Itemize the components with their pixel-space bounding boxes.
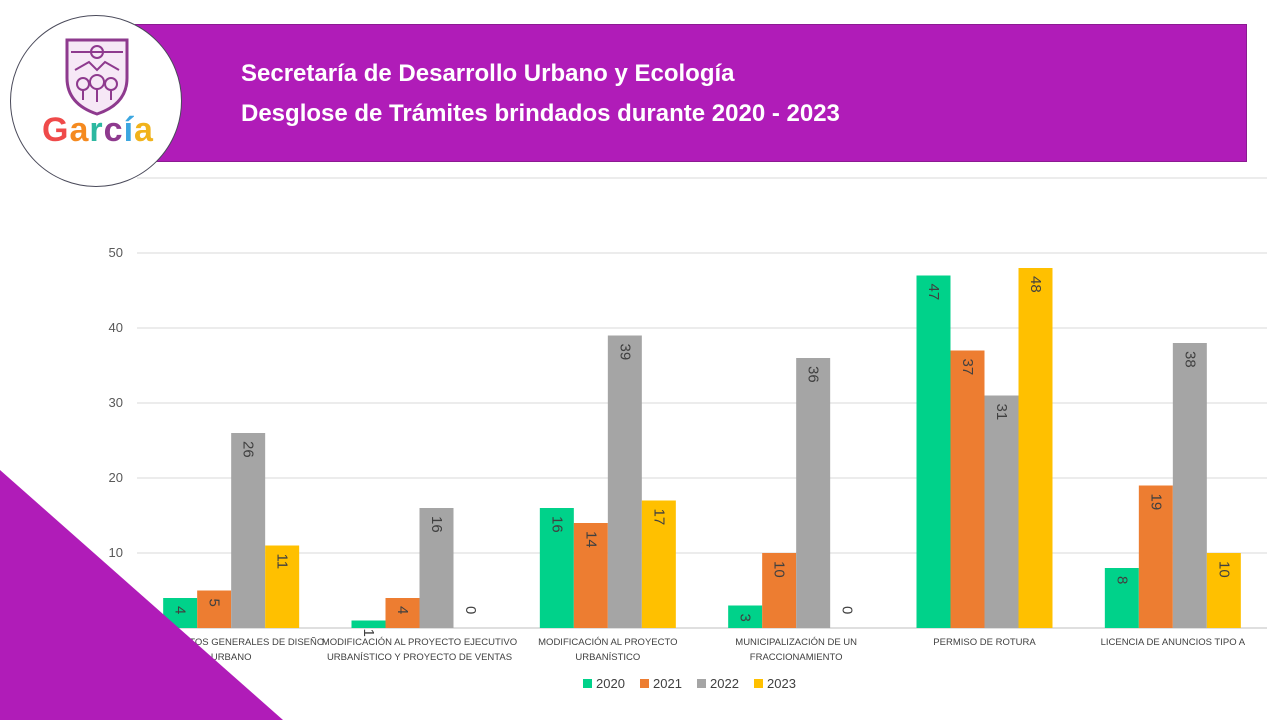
data-label: 0 <box>462 606 479 614</box>
y-tick-label: 10 <box>109 545 123 560</box>
data-label: 4 <box>394 606 411 614</box>
y-tick-label: 20 <box>109 470 123 485</box>
data-label: 3 <box>737 614 754 622</box>
shield-icon <box>65 38 129 116</box>
page-subtitle: Desglose de Trámites brindados durante 2… <box>241 100 840 127</box>
legend-swatch <box>583 679 592 688</box>
bar <box>1104 568 1139 628</box>
data-label: 0 <box>839 606 856 614</box>
title-banner: Secretaría de Desarrollo Urbano y Ecolog… <box>135 24 1247 162</box>
legend-label: 2022 <box>710 676 739 691</box>
page-title: Secretaría de Desarrollo Urbano y Ecolog… <box>241 60 735 87</box>
bar <box>1206 553 1241 628</box>
bar <box>419 508 454 628</box>
data-label: 17 <box>650 509 667 526</box>
data-label: 8 <box>1113 576 1130 584</box>
x-tick-label: LICENCIA DE ANUNCIOS TIPO A <box>1101 637 1246 648</box>
bar <box>1172 343 1207 628</box>
legend-label: 2021 <box>653 676 682 691</box>
y-tick-label: 30 <box>109 395 123 410</box>
bar <box>762 553 797 628</box>
logo: García <box>10 15 182 187</box>
data-label: 10 <box>1215 561 1232 578</box>
bar <box>1138 485 1173 628</box>
bar <box>607 335 642 628</box>
corner-decoration <box>0 470 283 720</box>
data-label: 14 <box>582 531 599 548</box>
bar <box>385 598 420 628</box>
logo-text: García <box>42 111 154 149</box>
bar <box>984 395 1019 628</box>
data-label: 11 <box>274 554 291 570</box>
bar <box>573 523 608 628</box>
data-label: 1 <box>360 629 377 637</box>
bar <box>351 620 386 628</box>
x-tick-label: MODIFICACIÓN AL PROYECTO EJECUTIVO <box>322 637 517 648</box>
x-tick-label: LINEAMIENTOS GENERALES DE DISEÑO <box>138 637 324 648</box>
data-label: 26 <box>240 441 257 458</box>
x-tick-label: PERMISO DE ROTURA <box>933 637 1036 648</box>
x-tick-label: URBANÍSTICO Y PROYECTO DE VENTAS <box>327 652 512 663</box>
data-label: 4 <box>172 606 189 614</box>
bar <box>231 433 266 628</box>
data-label: 39 <box>616 344 633 361</box>
data-label: 48 <box>1027 276 1044 293</box>
data-label: 16 <box>428 516 445 533</box>
data-label: 36 <box>805 366 822 383</box>
x-tick-label: MUNICIPALIZACIÓN DE UN <box>735 637 857 648</box>
x-tick-label: MODIFICACIÓN AL PROYECTO <box>538 637 677 648</box>
data-label: 31 <box>993 404 1010 421</box>
data-label: 47 <box>925 284 942 301</box>
y-tick-label: 40 <box>109 320 123 335</box>
bar <box>796 358 831 628</box>
data-label: 5 <box>206 599 223 607</box>
bar <box>950 350 985 628</box>
legend-swatch <box>697 679 706 688</box>
data-label: 16 <box>548 516 565 533</box>
data-label: 10 <box>771 561 788 578</box>
legend-label: 2020 <box>596 676 625 691</box>
bar <box>265 545 300 628</box>
bar <box>197 590 232 628</box>
legend-swatch <box>640 679 649 688</box>
x-tick-label: URBANÍSTICO <box>575 652 640 663</box>
legend-label: 2023 <box>767 676 796 691</box>
bar <box>1018 268 1053 628</box>
data-label: 19 <box>1147 494 1164 511</box>
bar <box>539 508 574 628</box>
x-tick-label: URBANO <box>211 652 252 663</box>
bar <box>728 605 763 628</box>
data-label: 37 <box>959 359 976 376</box>
legend-swatch <box>754 679 763 688</box>
x-tick-label: FRACCIONAMIENTO <box>750 652 843 663</box>
bar <box>641 500 676 628</box>
bar <box>916 275 951 628</box>
y-tick-label: 50 <box>109 245 123 260</box>
data-label: 38 <box>1181 351 1198 368</box>
